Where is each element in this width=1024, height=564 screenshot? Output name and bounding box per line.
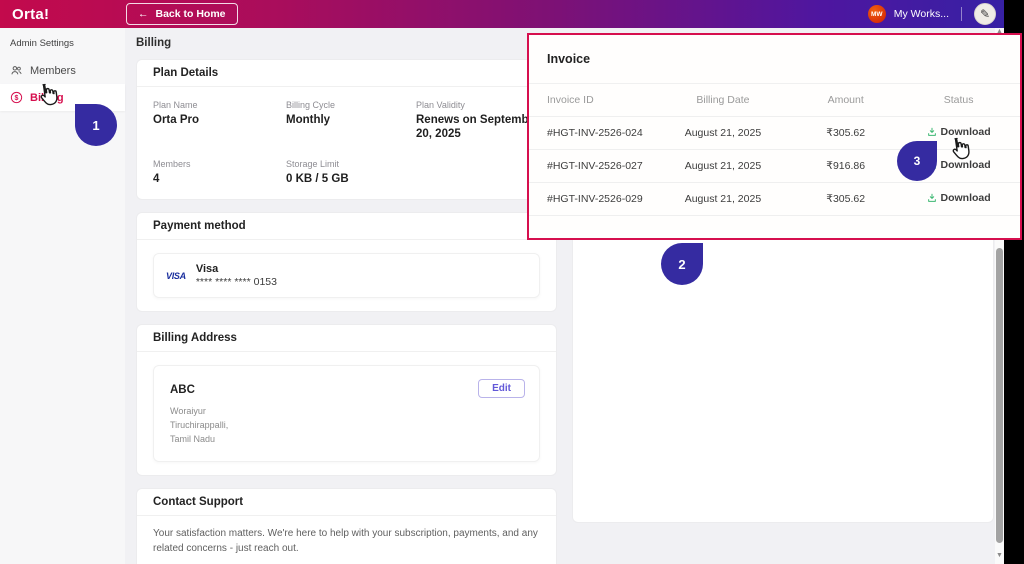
plan-field-label: Plan Name [153,100,198,110]
download-invoice-link[interactable]: Download [927,192,991,204]
card-masked-number: **** **** **** 0153 [195,276,277,289]
billing-address-lines: Woraiyur Tiruchirappalli, Tamil Nadu [170,405,523,447]
invoice-id-cell: #HGT-INV-2526-029 [547,193,643,205]
plan-details-grid: Plan Name Orta Pro Billing Cycle Monthly… [137,87,556,199]
svg-text:$: $ [15,95,19,102]
annotation-step-2: 2 [661,243,703,285]
back-to-home-button[interactable]: ← Back to Home [126,3,238,25]
topbar-right: MW My Works... ✎ [867,3,1004,25]
plan-details-title: Plan Details [137,60,556,87]
contact-support-card: Contact Support Your satisfaction matter… [136,487,557,564]
annotation-step-1: 1 [75,104,117,146]
plan-field-label: Members [153,158,191,169]
invoice-date-cell: August 21, 2025 [684,160,762,172]
billing-address-line: Tiruchirappalli, [170,420,229,431]
plan-field: Members 4 [153,159,286,186]
pen-sketch-icon: ✎ [979,7,991,21]
payment-method-title: Payment method [137,213,556,241]
plan-field-value: 0 KB / 5 GB [286,172,349,185]
plan-field-value: Renews on September 20, 2025 [416,114,540,141]
workspace-name[interactable]: My Works... [893,8,949,20]
topbar-divider [961,7,962,21]
invoice-id-cell: #HGT-INV-2526-027 [547,160,643,172]
hand-cursor-download [952,137,970,160]
billing-address-card: Billing Address ABC Woraiyur Tiruchirappa… [136,324,557,476]
download-icon [927,193,936,202]
invoice-date-cell: August 21, 2025 [684,127,762,139]
contact-support-message: Your satisfaction matters. We're here to… [153,527,538,554]
plan-field-label: Billing Cycle [286,100,336,110]
visa-logo-icon: VISA [166,270,186,281]
download-label: Download [940,192,991,204]
invoice-id-cell: #HGT-INV-2526-024 [547,127,643,139]
scrollbar-up-arrow[interactable]: ▲ [996,28,1003,35]
card-brand-name: Visa [195,263,219,276]
invoice-amount-cell: ₹305.62 [826,127,866,139]
back-arrow-icon: ← [138,8,149,20]
edit-address-button[interactable]: Edit [478,379,525,399]
billing-address-name: ABC [170,384,195,397]
plan-field: Billing Cycle Monthly [286,100,416,142]
plan-field-value: Orta Pro [153,114,200,126]
scrollbar-track[interactable]: ▲ ▼ [995,28,1004,564]
sidebar-title: Admin Settings [10,38,74,49]
topbar: Orta! ← Back to Home MW My Works... ✎ [0,0,1004,28]
download-label: Download [940,159,991,171]
invoice-panel-title: Invoice [529,35,1020,84]
saved-card[interactable]: VISA Visa **** **** **** 0153 [153,253,540,299]
invoice-table-header: Invoice ID Billing Date Amount Status [529,84,1020,117]
billing-icon: $ [10,91,23,104]
plan-field: Plan Name Orta Pro [153,100,286,142]
plan-field: Plan Validity Renews on September 20, 20… [416,100,540,142]
sidebar-item-members[interactable]: Members [0,57,125,84]
user-avatar[interactable]: ✎ [974,3,996,25]
billing-address-line: Woraiyur [170,406,206,417]
back-to-home-label: Back to Home [155,8,226,20]
annotation-step-3: 3 [897,141,937,181]
payment-method-card: Payment method VISA Visa **** **** **** … [136,212,557,313]
plan-field-value: Monthly [286,114,331,126]
page-title: Billing [136,37,172,49]
invoice-amount-cell: ₹916.86 [826,160,866,172]
billing-cards-column: Plan Details Plan Name Orta Pro Billing … [136,59,557,564]
invoice-table-body: #HGT-INV-2526-024 August 21, 2025 ₹305.6… [529,117,1020,216]
plan-field-label: Plan Validity [416,100,465,110]
plan-field-value: 4 [153,172,160,185]
invoice-column-header: Invoice ID [547,94,594,106]
invoice-amount-cell: ₹305.62 [826,193,866,205]
app-logo: Orta! [12,5,50,23]
plan-details-card: Plan Details Plan Name Orta Pro Billing … [136,59,557,201]
download-invoice-link[interactable]: Download [927,126,991,138]
billing-address-subcard: ABC Woraiyur Tiruchirappalli, Tamil Nadu E… [153,365,540,462]
hand-cursor-billing [40,83,58,106]
invoice-row: #HGT-INV-2526-029 August 21, 2025 ₹305.6… [529,183,1020,216]
billing-address-title: Billing Address [137,325,556,353]
contact-support-title: Contact Support [137,489,556,516]
invoice-column-header: Amount [827,94,864,106]
scrollbar-thumb[interactable] [996,248,1003,543]
workspace-avatar[interactable]: MW [867,5,886,23]
invoice-highlight-panel: Invoice Invoice ID Billing Date Amount Stat… [527,33,1022,240]
scrollbar-down-arrow[interactable]: ▼ [996,552,1003,559]
download-icon [927,127,936,136]
invoice-column-header: Billing Date [696,94,750,106]
invoice-date-cell: August 21, 2025 [684,193,762,205]
members-icon [11,66,22,75]
download-label: Download [940,126,991,138]
plan-field: Storage Limit 0 KB / 5 GB [286,159,416,186]
invoice-column-header: Status [943,94,974,106]
invoice-row: #HGT-INV-2526-024 August 21, 2025 ₹305.6… [529,117,1020,150]
billing-address-line: Tamil Nadu [170,434,216,444]
sidebar-item-members-label: Members [30,64,76,77]
plan-field-label: Storage Limit [286,158,340,169]
